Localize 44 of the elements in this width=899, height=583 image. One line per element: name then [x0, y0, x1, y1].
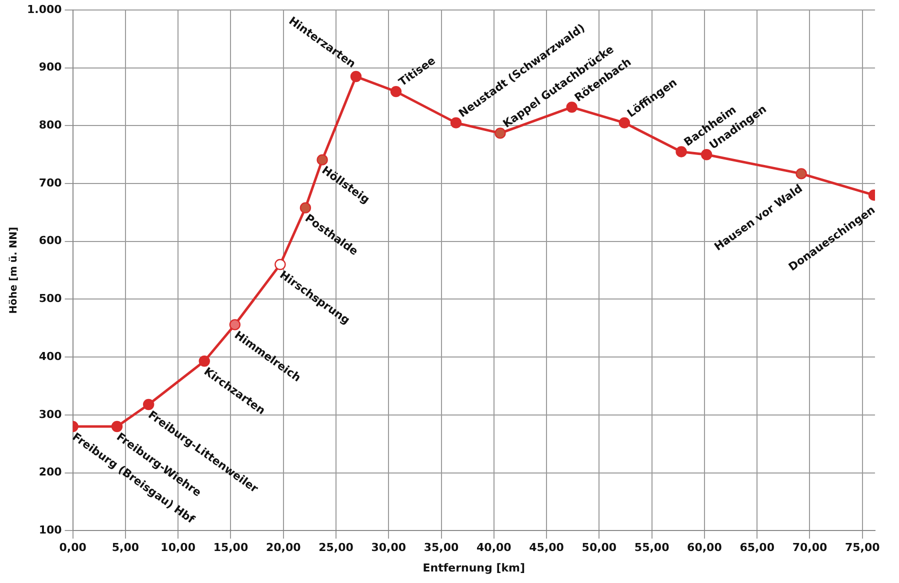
- point: [700, 149, 712, 160]
- x-tick-label: 5,00: [112, 541, 140, 554]
- y-tick-label: 200: [38, 466, 62, 479]
- x-tick-label: 70,00: [792, 541, 828, 554]
- point: [316, 154, 328, 166]
- y-tick-label: 700: [38, 176, 62, 190]
- x-tick-label: 30,00: [371, 541, 406, 554]
- point: [618, 117, 630, 128]
- y-tick-label: 400: [38, 350, 62, 363]
- x-tick-label: 10,00: [160, 541, 196, 554]
- y-tick-label: 500: [38, 292, 62, 306]
- x-tick-label: 55,00: [634, 541, 670, 554]
- x-tick-label: 15,00: [213, 541, 248, 554]
- point: [566, 102, 578, 113]
- point: [300, 202, 312, 214]
- y-tick-label: 100: [38, 523, 62, 536]
- y-tick-label: 300: [38, 408, 62, 421]
- point: [198, 356, 210, 367]
- y-axis-title: Höhe [m ü. NN]: [8, 226, 20, 314]
- point: [676, 146, 687, 158]
- point: [142, 398, 154, 410]
- x-tick-label: 45,00: [529, 541, 564, 554]
- y-tick-label: 1.000: [26, 2, 62, 16]
- point: [111, 420, 123, 432]
- x-tick-label: 25,00: [318, 541, 354, 554]
- x-tick-label: 50,00: [582, 541, 617, 554]
- y-tick-label: 600: [38, 234, 62, 248]
- point: [450, 117, 462, 128]
- y-tick-label: 800: [38, 118, 62, 132]
- x-tick-label: 40,00: [476, 541, 512, 554]
- x-tick-label: 65,00: [740, 541, 775, 554]
- point: [350, 70, 362, 82]
- y-tick-label: 900: [38, 60, 62, 74]
- point: [796, 168, 807, 180]
- x-tick-label: 20,00: [266, 541, 302, 554]
- point: [390, 86, 402, 98]
- x-tick-label: 75,00: [844, 541, 880, 554]
- point: [274, 258, 286, 270]
- x-axis-title: Entfernung [km]: [422, 561, 526, 574]
- point: [494, 128, 506, 139]
- x-tick-label: 35,00: [424, 541, 460, 554]
- x-tick-label: 0,00: [59, 541, 87, 554]
- x-tick-label: 60,00: [687, 541, 722, 554]
- point: [229, 319, 241, 330]
